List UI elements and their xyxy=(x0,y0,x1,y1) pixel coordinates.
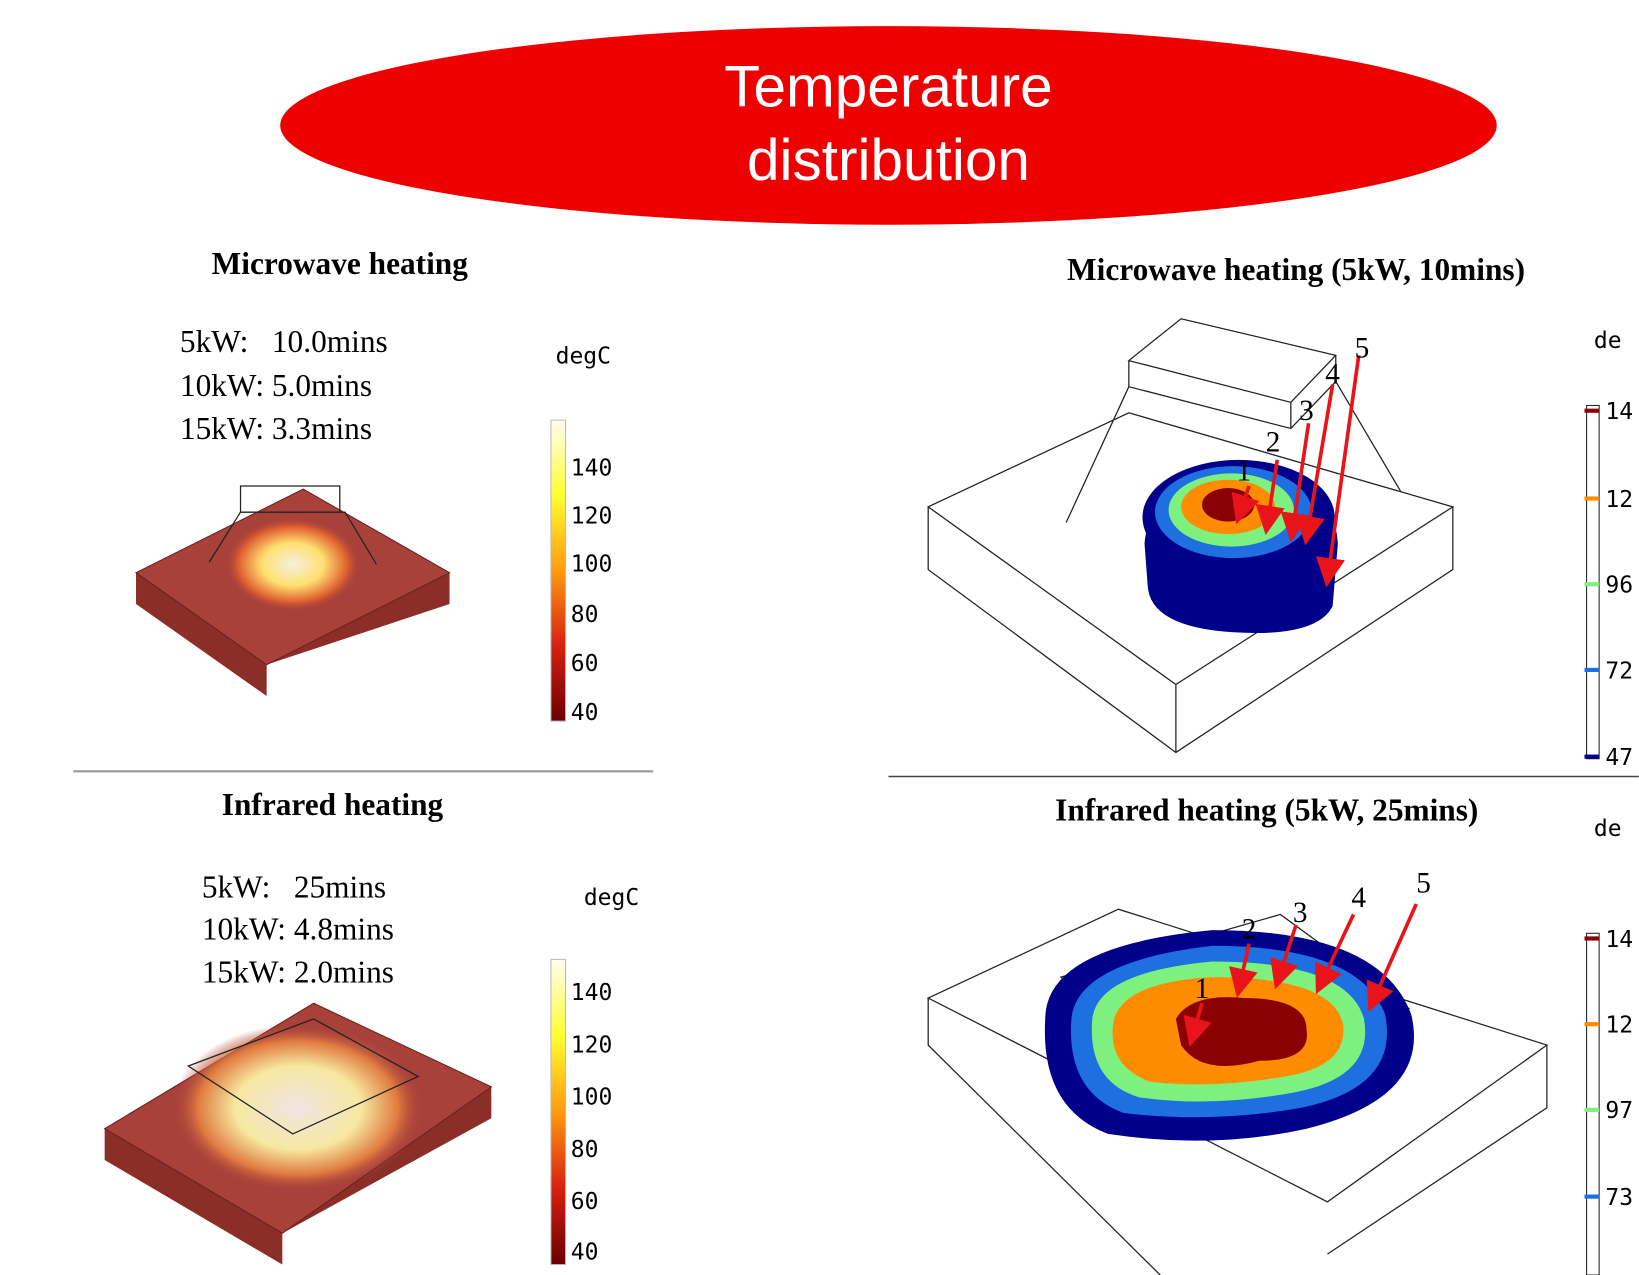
banner-text: distribution xyxy=(747,128,1030,193)
colorbar-tick-label: 47 xyxy=(1605,745,1633,771)
figure: Temperature distribution Microwave heati… xyxy=(0,0,1639,1275)
page: {"banner": {"lines": ["Temperature", "di… xyxy=(0,0,1639,1275)
marker-number: 2 xyxy=(1242,913,1257,945)
colorbar xyxy=(1587,933,1600,1275)
colorbar xyxy=(551,959,566,1264)
marker-number: 1 xyxy=(1195,973,1210,1005)
colorbar-tick-label: 140 xyxy=(571,980,613,1006)
marker-number: 4 xyxy=(1325,359,1340,391)
colorbar-tick-label: 40 xyxy=(571,1239,599,1265)
shape xyxy=(225,517,361,611)
marker-number: 2 xyxy=(1266,426,1281,458)
unit-label: degC xyxy=(584,885,639,911)
colorbar-tick-label: 12 xyxy=(1605,487,1633,513)
time-label: 15kW: 2.0mins xyxy=(202,954,394,989)
time-label: 5kW: 10.0mins xyxy=(180,324,388,359)
colorbar-tick-label: 120 xyxy=(571,1032,613,1058)
colorbar-tick-label: 72 xyxy=(1605,658,1633,684)
time-label: 15kW: 3.3mins xyxy=(180,411,372,446)
colorbar-tick-label: 14 xyxy=(1605,927,1633,953)
time-label: 5kW: 25mins xyxy=(202,870,386,905)
slab xyxy=(105,1003,492,1264)
colorbar-tick-label: 40 xyxy=(571,700,599,726)
colorbar-tick-label: 140 xyxy=(571,456,613,482)
marker-number: 1 xyxy=(1236,456,1251,488)
contour-map xyxy=(1045,930,1414,1141)
colorbar-tick-label: 80 xyxy=(571,1137,599,1163)
colorbar-tick-label: 100 xyxy=(571,1085,613,1111)
panel-title: Infrared heating (5kW, 25mins) xyxy=(1055,792,1478,827)
unit-label: de xyxy=(1594,328,1622,354)
colorbar-tick-label: 96 xyxy=(1605,573,1633,599)
colorbar-tick-label: 73 xyxy=(1605,1185,1633,1211)
colorbar-tick-label: 100 xyxy=(571,552,613,578)
marker-number: 3 xyxy=(1299,395,1314,427)
marker-number: 5 xyxy=(1355,332,1370,364)
panel-title: Microwave heating (5kW, 10mins) xyxy=(1067,252,1525,287)
colorbar-tick-label: 12 xyxy=(1605,1013,1633,1039)
colorbar-tick-label: 97 xyxy=(1605,1098,1633,1124)
slab xyxy=(136,486,450,696)
colorbar-tick-label: 14 xyxy=(1605,399,1633,425)
panel-title: Infrared heating xyxy=(222,787,444,822)
colorbar-tick-label: 60 xyxy=(571,651,599,677)
unit-label: de xyxy=(1594,816,1622,842)
colorbar-tick-label: 60 xyxy=(571,1189,599,1215)
time-label: 10kW: 4.8mins xyxy=(202,912,394,947)
colorbar-tick-label: 120 xyxy=(571,504,613,530)
panel-title: Microwave heating xyxy=(212,246,469,281)
colorbar xyxy=(551,420,566,721)
shape xyxy=(173,1024,424,1191)
marker-number: 4 xyxy=(1351,882,1366,914)
unit-label: degC xyxy=(556,344,611,370)
colorbar-tick-label: 80 xyxy=(571,602,599,628)
time-label: 10kW: 5.0mins xyxy=(180,368,372,403)
banner-text: Temperature xyxy=(724,55,1053,120)
marker-number: 3 xyxy=(1293,897,1308,929)
marker-number: 5 xyxy=(1416,868,1431,900)
